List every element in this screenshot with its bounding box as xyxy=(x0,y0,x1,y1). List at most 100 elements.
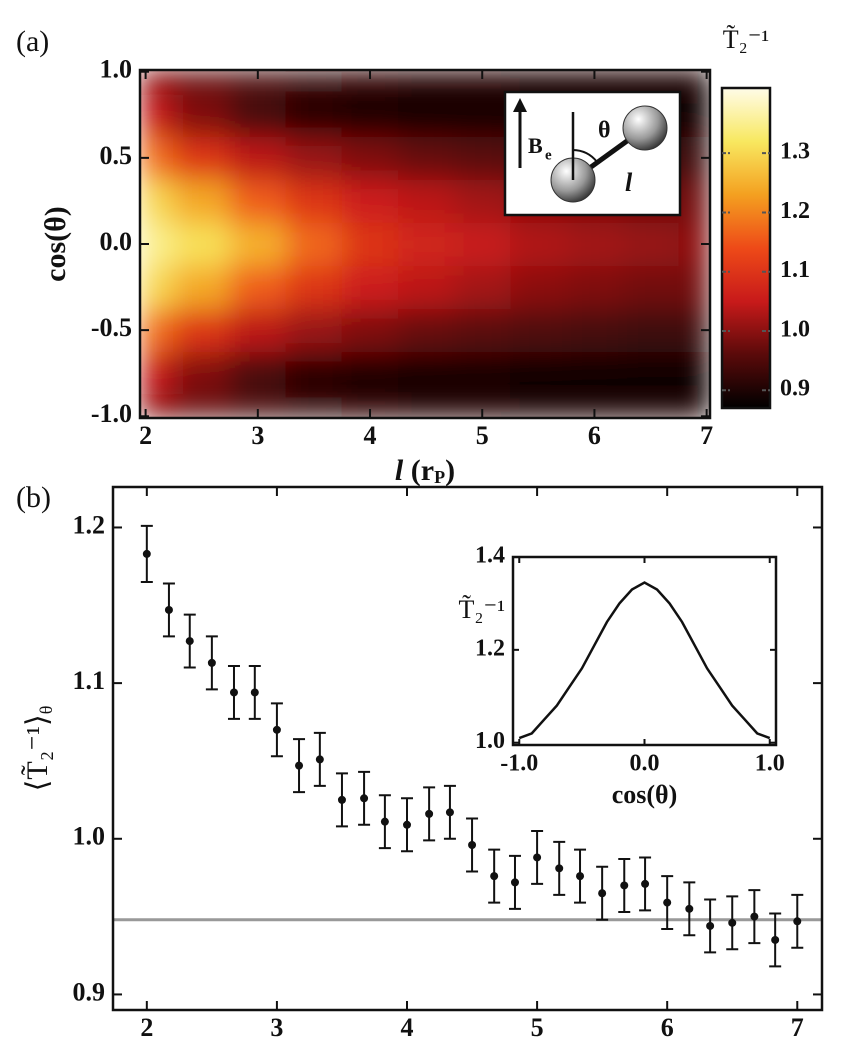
heatmap-cell xyxy=(229,308,287,353)
heatmap-cell xyxy=(285,351,343,396)
x-tick-label: 5 xyxy=(531,1013,544,1042)
panel-label: (b) xyxy=(16,481,51,514)
data-point xyxy=(771,935,780,944)
colorbar-tick-label: 0.9 xyxy=(780,376,810,402)
y-tick-label: -0.5 xyxy=(91,313,132,342)
heatmap-cell xyxy=(510,70,567,94)
heatmap-cell xyxy=(398,394,455,418)
x-tick-label: 6 xyxy=(661,1013,674,1042)
colorbar xyxy=(720,86,772,410)
data-point xyxy=(490,872,499,881)
heatmap-cell xyxy=(341,93,399,137)
heatmap-cell xyxy=(678,179,710,223)
heatmap-cell xyxy=(622,308,680,353)
heatmap-cell xyxy=(341,394,399,418)
heatmap-cell xyxy=(285,394,343,418)
length-label: l xyxy=(625,168,633,197)
heatmap-cell xyxy=(173,179,231,223)
x-tick-label: 6 xyxy=(588,421,601,450)
particle xyxy=(622,105,668,151)
data-point xyxy=(468,841,477,850)
heatmap-cell xyxy=(510,394,567,418)
heatmap-cell xyxy=(454,394,511,418)
x-tick-label: 3 xyxy=(270,1013,283,1042)
colorbar-title: T̃₂⁻¹ xyxy=(723,25,769,54)
heatmap-cell xyxy=(566,265,623,310)
x-tick-label: 1.0 xyxy=(755,751,785,777)
y-axis-label-text: cos(θ) xyxy=(39,206,72,282)
y-tick-label: 1.2 xyxy=(73,510,106,539)
y-tick-label: 1.0 xyxy=(100,55,133,84)
heatmap-cell xyxy=(454,70,511,94)
heatmap-cell xyxy=(173,265,231,310)
data-point xyxy=(510,878,519,887)
x-axis-label-part: P xyxy=(434,467,445,487)
heatmap-cell xyxy=(398,308,455,353)
heatmap-cell xyxy=(566,351,623,396)
heatmap-cell xyxy=(622,394,680,418)
data-point xyxy=(164,605,173,614)
field-subscript: e xyxy=(545,147,552,163)
data-point xyxy=(750,912,759,921)
x-tick-label: 4 xyxy=(401,1013,414,1042)
x-tick-label: 2 xyxy=(139,421,152,450)
heatmap-cell xyxy=(173,136,231,180)
heatmap-cell xyxy=(454,308,511,353)
y-tick-label: 0.9 xyxy=(73,977,106,1006)
heatmap-cell xyxy=(229,179,287,223)
data-point xyxy=(641,879,650,888)
y-tick-label: 1.4 xyxy=(475,543,505,569)
heatmap-cell xyxy=(173,308,231,353)
x-tick-label: -1.0 xyxy=(500,751,538,777)
data-point xyxy=(576,872,585,881)
heatmap-cell xyxy=(173,70,231,94)
heatmap-cell xyxy=(398,93,455,137)
heatmap-cell xyxy=(454,136,511,180)
y-tick-label: 0.0 xyxy=(100,227,133,256)
y-tick-label: 1.2 xyxy=(475,635,505,661)
x-axis-label-part: ) xyxy=(488,1046,498,1050)
heatmap-cell xyxy=(454,265,511,310)
heatmap-cell xyxy=(622,70,680,94)
data-point xyxy=(706,921,715,930)
heatmap-cell xyxy=(454,351,511,396)
heatmap-cell xyxy=(454,93,511,137)
x-tick-label: 5 xyxy=(476,421,489,450)
inset-background xyxy=(513,557,776,745)
y-tick-label: -1.0 xyxy=(91,399,132,428)
data-point xyxy=(337,795,346,804)
heatmap-cell xyxy=(285,179,343,223)
x-tick-label: 7 xyxy=(700,421,713,450)
angle-arc xyxy=(572,149,598,163)
heatmap-cell xyxy=(140,70,175,94)
data-point xyxy=(250,688,259,697)
data-point xyxy=(360,794,369,803)
heatmap-cell xyxy=(510,222,567,267)
heatmap-cell xyxy=(229,394,287,418)
heatmap-cell xyxy=(454,179,511,223)
heatmap-cell xyxy=(341,351,399,396)
curve xyxy=(518,581,771,740)
panel-label: (a) xyxy=(16,25,49,58)
y-tick-label: 0.5 xyxy=(100,141,133,170)
x-axis-label-part: (r xyxy=(446,1046,477,1050)
data-point xyxy=(555,864,564,873)
heatmap-cell xyxy=(398,222,455,267)
heatmap-cell xyxy=(566,308,623,353)
heatmap-cell xyxy=(229,222,287,267)
heatmap-cell xyxy=(341,222,399,267)
angle-label: θ xyxy=(598,118,611,144)
heatmap-cell xyxy=(398,265,455,310)
data-point xyxy=(425,809,434,818)
data-point xyxy=(315,755,324,764)
heatmap-cell xyxy=(678,70,710,94)
heatmap-cell xyxy=(285,222,343,267)
colorbar-tick-label: 1.0 xyxy=(780,316,810,342)
x-axis-label: l (rP) xyxy=(437,1046,497,1050)
x-axis-label: l (rP) xyxy=(395,454,455,487)
data-point xyxy=(142,549,151,558)
data-point xyxy=(380,817,389,826)
heatmap-cell xyxy=(341,308,399,353)
data-point xyxy=(620,881,629,890)
heatmap-cell xyxy=(229,93,287,137)
